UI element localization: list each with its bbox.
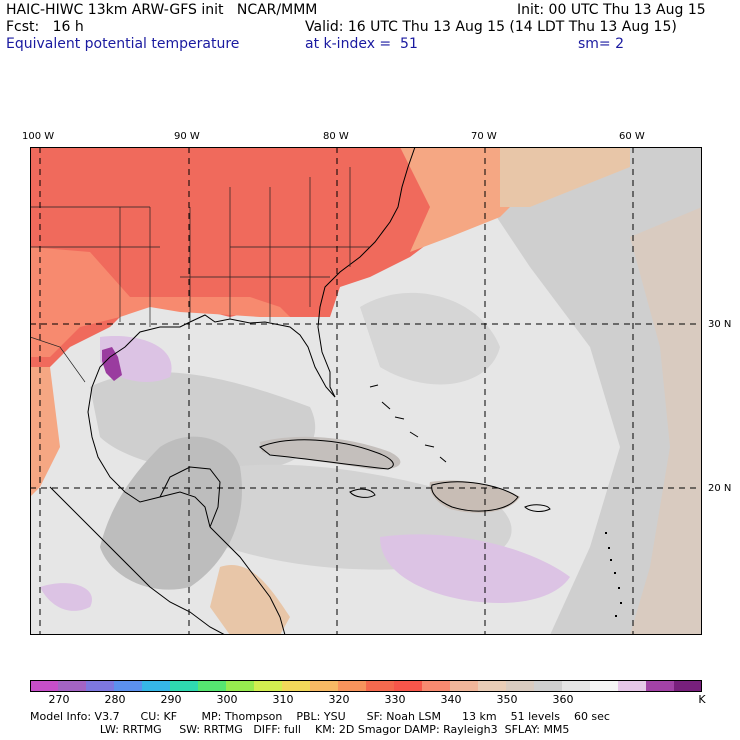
us-east-coast bbox=[317, 147, 416, 398]
tan-field-east bbox=[630, 207, 702, 635]
forecast-hour: Fcst: 16 h bbox=[6, 19, 84, 35]
colorbar-swatch bbox=[562, 680, 591, 692]
lavender-patch-caribbean bbox=[380, 534, 570, 603]
tan-land-central-america bbox=[210, 565, 290, 635]
valid-time: Valid: 16 UTC Thu 13 Aug 15 (14 LDT Thu … bbox=[305, 19, 677, 35]
colorbar-swatch bbox=[590, 680, 619, 692]
colorbar-swatch bbox=[254, 680, 283, 692]
warm-field-mexico-west bbox=[30, 367, 60, 497]
lon-label-100w: 100 W bbox=[22, 131, 55, 142]
colorbar-swatch bbox=[310, 680, 339, 692]
colorbar-frame bbox=[30, 680, 702, 692]
colorbar-label-290: 290 bbox=[160, 693, 182, 706]
colorbar-label-330: 330 bbox=[384, 693, 406, 706]
gray-patch-gulf bbox=[90, 372, 316, 470]
lon-label-90w: 90 W bbox=[174, 131, 200, 142]
lat-label-20n: 20 N bbox=[708, 483, 732, 494]
colorbar-label-270: 270 bbox=[48, 693, 70, 706]
lat-label-30n: 30 N bbox=[708, 319, 732, 330]
colorbar-label-280: 280 bbox=[104, 693, 126, 706]
gray-patch-atlantic bbox=[360, 292, 500, 385]
model-info-line2: LW: RRTMG SW: RRTMG DIFF: full KM: 2D Sm… bbox=[30, 723, 570, 736]
cuba-outline bbox=[259, 439, 394, 470]
smoothing: sm= 2 bbox=[578, 36, 625, 52]
level-index: at k-index = 51 bbox=[305, 36, 418, 52]
coastlines bbox=[30, 147, 551, 635]
colorbar-swatch bbox=[478, 680, 507, 692]
colorbar-label-340: 340 bbox=[440, 693, 462, 706]
init-time: Init: 00 UTC Thu 13 Aug 15 bbox=[517, 2, 706, 18]
colorbar-swatch bbox=[170, 680, 199, 692]
central-america-coast bbox=[209, 526, 286, 635]
warm-field-south-edge bbox=[30, 247, 290, 357]
state-borders bbox=[30, 167, 370, 327]
field-name: Equivalent potential temperature bbox=[6, 36, 240, 52]
colorbar-label-300: 300 bbox=[216, 693, 238, 706]
us-gulf-coast bbox=[91, 314, 336, 398]
graticule bbox=[30, 147, 702, 635]
colorbar-swatch bbox=[506, 680, 535, 692]
colorbar-swatch bbox=[114, 680, 143, 692]
colorbar-swatch bbox=[618, 680, 647, 692]
central-america-pacific bbox=[49, 486, 226, 635]
lesser-antilles bbox=[605, 532, 622, 617]
colorbar-swatch bbox=[534, 680, 563, 692]
lon-label-70w: 70 W bbox=[471, 131, 497, 142]
colorbar-swatch bbox=[394, 680, 423, 692]
colorbar-swatch bbox=[58, 680, 87, 692]
colorbar-swatch bbox=[282, 680, 311, 692]
colorbar-swatch bbox=[450, 680, 479, 692]
jamaica-outline bbox=[349, 488, 376, 498]
mexico-us-border bbox=[30, 336, 86, 383]
colorbar-label-350: 350 bbox=[496, 693, 518, 706]
hispaniola-outline bbox=[431, 481, 519, 512]
bahamas bbox=[369, 384, 447, 463]
colorbar bbox=[30, 680, 702, 692]
plot-title: HAIC-HIWC 13km ARW-GFS init NCAR/MMM bbox=[6, 2, 318, 18]
colorbar-swatch bbox=[86, 680, 115, 692]
hispaniola-land bbox=[429, 480, 520, 513]
mexico-gulf-coast bbox=[87, 386, 211, 528]
colorbar-swatch bbox=[226, 680, 255, 692]
colorbar-swatch bbox=[366, 680, 395, 692]
colorbar-swatch bbox=[674, 680, 702, 692]
colorbar-label-310: 310 bbox=[272, 693, 294, 706]
gray-land-yucatan bbox=[100, 436, 242, 590]
yucatan-coast bbox=[159, 466, 221, 528]
warm-field-north bbox=[30, 147, 500, 367]
model-info-line1: Model Info: V3.7 CU: KF MP: Thompson PBL… bbox=[30, 710, 610, 723]
tan-field-atlantic bbox=[500, 147, 630, 207]
lon-label-80w: 80 W bbox=[323, 131, 349, 142]
cuba-land bbox=[260, 436, 401, 470]
purple-spot-texas bbox=[102, 347, 122, 381]
colorbar-swatch bbox=[30, 680, 59, 692]
colorbar-label-units: K bbox=[698, 693, 706, 706]
lavender-patch-pacific bbox=[40, 583, 92, 611]
map-frame bbox=[30, 147, 702, 635]
colorbar-swatch bbox=[142, 680, 171, 692]
colorbar-label-360: 360 bbox=[552, 693, 574, 706]
lon-label-60w: 60 W bbox=[619, 131, 645, 142]
colorbar-label-320: 320 bbox=[328, 693, 350, 706]
colorbar-swatch bbox=[422, 680, 451, 692]
colorbar-swatch bbox=[198, 680, 227, 692]
colorbar-swatch bbox=[646, 680, 675, 692]
colorbar-swatch bbox=[338, 680, 367, 692]
theta-e-map bbox=[30, 147, 702, 635]
puerto-rico-outline bbox=[524, 504, 551, 512]
